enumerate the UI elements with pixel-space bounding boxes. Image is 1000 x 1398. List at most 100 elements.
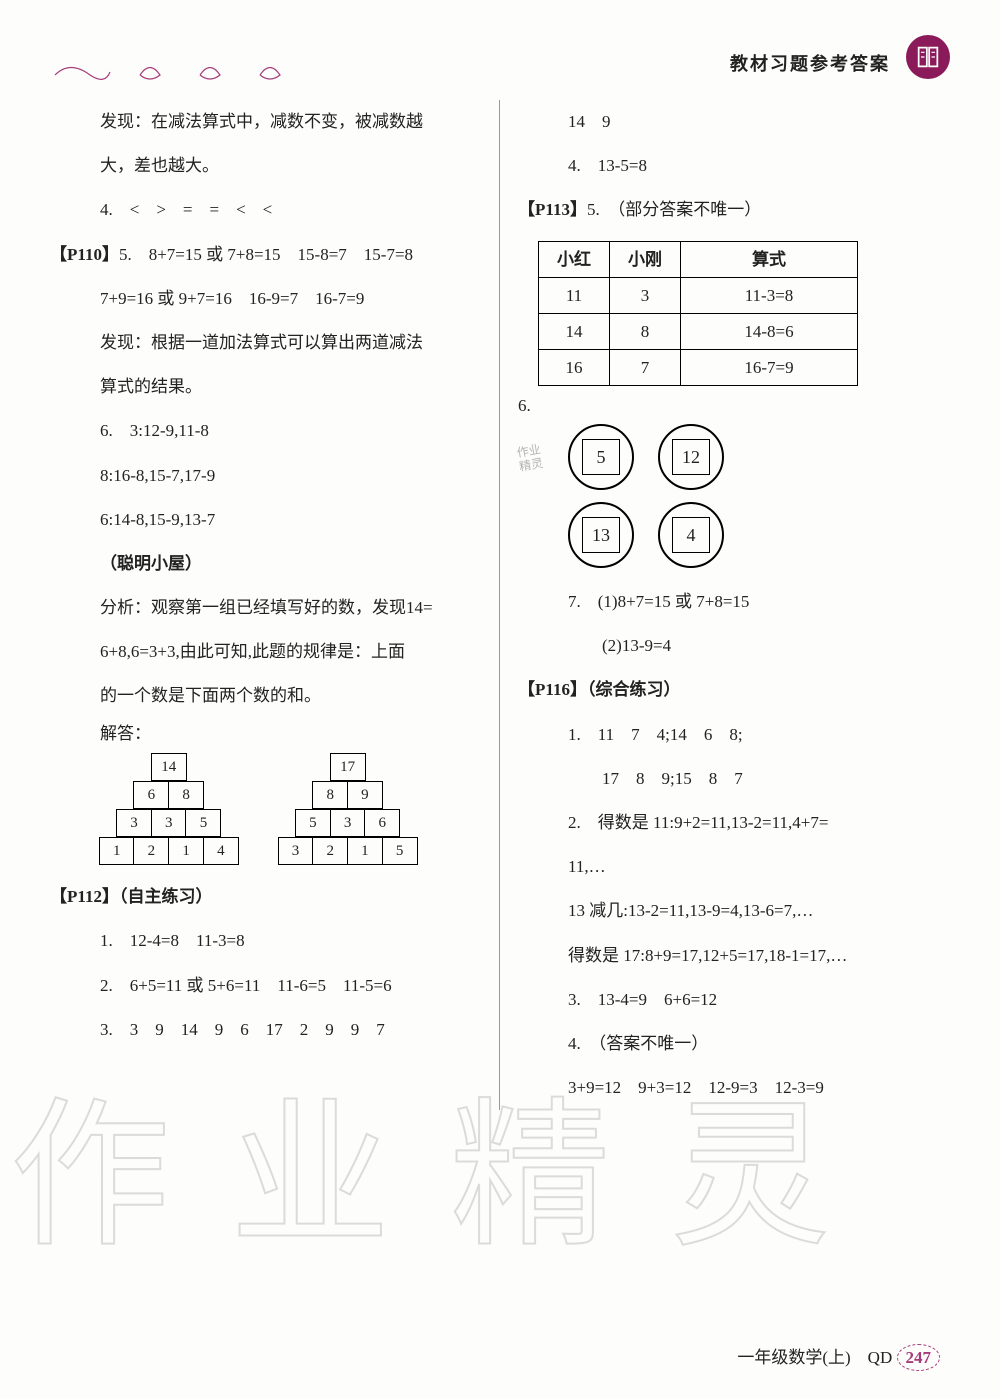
table-cell: 14 bbox=[539, 313, 610, 349]
page-ref: 【P112】 bbox=[50, 887, 119, 906]
page-number: 247 bbox=[897, 1344, 941, 1371]
circle: 13 bbox=[568, 502, 634, 568]
footer-grade: 一年级数学(上) QD bbox=[737, 1348, 892, 1367]
table-cell: 7 bbox=[610, 350, 681, 386]
answer-label: 解答： bbox=[50, 719, 481, 750]
pyr-cell: 1 bbox=[168, 837, 204, 865]
text-line: 3. 13-4=9 6+6=12 bbox=[518, 978, 950, 1022]
text-line: 6. 3:12-9,11-8 bbox=[50, 409, 481, 453]
text-line: 8:16-8,15-7,17-9 bbox=[50, 454, 481, 498]
circle: 5 bbox=[568, 424, 634, 490]
text-line: (2)13-9=4 bbox=[518, 624, 950, 668]
pyr-cell: 3 bbox=[151, 809, 187, 837]
text-span: 5. （部分答案不唯一） bbox=[587, 200, 761, 219]
text-line: 3. 3 9 14 9 6 17 2 9 9 7 bbox=[50, 1008, 481, 1052]
text-line: 1. 11 7 4;14 6 8; bbox=[518, 713, 950, 757]
pyr-cell: 3 bbox=[278, 837, 314, 865]
book-icon bbox=[914, 43, 942, 71]
text-line: 7+9=16 或 9+7=16 16-9=7 16-7=9 bbox=[50, 277, 481, 321]
pyr-cell: 9 bbox=[347, 781, 383, 809]
page-ref: 【P110】 bbox=[50, 245, 119, 264]
left-column: 发现：在减法算式中，减数不变，被减数越 大，差也越大。 4. < > = = <… bbox=[50, 100, 500, 1110]
answer-table: 小红 小刚 算式 11 3 11-3=8 14 8 14-8=6 16 7 bbox=[538, 241, 858, 387]
text-line: 大，差也越大。 bbox=[50, 144, 481, 188]
small-watermark: 作业精灵 bbox=[516, 442, 545, 475]
page-ref: 【P116】 bbox=[518, 680, 587, 699]
pyr-cell: 5 bbox=[295, 809, 331, 837]
pyramid-1: 14 68 335 1214 bbox=[100, 753, 239, 865]
table-row: 14 8 14-8=6 bbox=[539, 313, 858, 349]
section-heading: （聪明小屋） bbox=[50, 542, 481, 586]
circle-diagram: 作业精灵 5 12 13 4 bbox=[538, 424, 778, 574]
pyr-cell: 5 bbox=[382, 837, 418, 865]
text-line: 算式的结果。 bbox=[50, 365, 481, 409]
text-line: 的一个数是下面两个数的和。 bbox=[50, 674, 481, 718]
text-line: 2. 得数是 11:9+2=11,13-2=11,4+7= bbox=[518, 801, 950, 845]
text-line: 发现：在减法算式中，减数不变，被减数越 bbox=[50, 100, 481, 144]
pyr-cell: 4 bbox=[203, 837, 239, 865]
text-line: 【P112】（自主练习） bbox=[50, 875, 481, 919]
text-line: 4. 13-5=8 bbox=[518, 144, 950, 188]
section-heading: （自主练习） bbox=[119, 887, 213, 906]
question-number: 6. bbox=[518, 394, 950, 418]
pyr-cell: 3 bbox=[116, 809, 152, 837]
text-line: 4. （答案不唯一） bbox=[518, 1022, 950, 1066]
table-cell: 11-3=8 bbox=[681, 277, 858, 313]
text-line: 【P110】5. 8+7=15 或 7+8=15 15-8=7 15-7=8 bbox=[50, 233, 481, 277]
circle: 12 bbox=[658, 424, 724, 490]
text-line: 11,… bbox=[518, 845, 950, 889]
text-line: 17 8 9;15 8 7 bbox=[518, 757, 950, 801]
table-row: 16 7 16-7=9 bbox=[539, 350, 858, 386]
table-header: 算式 bbox=[681, 241, 858, 277]
table-cell: 8 bbox=[610, 313, 681, 349]
table-row: 小红 小刚 算式 bbox=[539, 241, 858, 277]
text-line: 【P113】5. （部分答案不唯一） bbox=[518, 188, 950, 232]
table-row: 11 3 11-3=8 bbox=[539, 277, 858, 313]
text-span: 5. 8+7=15 或 7+8=15 15-8=7 15-7=8 bbox=[119, 245, 413, 264]
table-cell: 16 bbox=[539, 350, 610, 386]
table-cell: 11 bbox=[539, 277, 610, 313]
square-value: 12 bbox=[672, 439, 710, 475]
pyr-cell: 14 bbox=[151, 753, 187, 781]
table-header: 小刚 bbox=[610, 241, 681, 277]
header-badge bbox=[906, 35, 950, 79]
text-line: 6+8,6=3+3,由此可知,此题的规律是：上面 bbox=[50, 630, 481, 674]
page: 教材习题参考答案 发现：在减法算式中，减数不变，被减数越 大，差也越大。 4. … bbox=[0, 0, 1000, 1398]
content-columns: 发现：在减法算式中，减数不变，被减数越 大，差也越大。 4. < > = = <… bbox=[50, 100, 950, 1110]
text-line: 7. (1)8+7=15 或 7+8=15 bbox=[518, 580, 950, 624]
pyr-cell: 2 bbox=[133, 837, 169, 865]
pyr-cell: 6 bbox=[364, 809, 400, 837]
table-cell: 16-7=9 bbox=[681, 350, 858, 386]
page-ref: 【P113】 bbox=[518, 200, 587, 219]
right-column: 14 9 4. 13-5=8 【P113】5. （部分答案不唯一） 小红 小刚 … bbox=[500, 100, 950, 1110]
pyramid-diagrams: 14 68 335 1214 17 89 536 3215 bbox=[100, 753, 481, 865]
text-line: 4. < > = = < < bbox=[50, 188, 481, 232]
pyramid-2: 17 89 536 3215 bbox=[279, 753, 418, 865]
table-cell: 14-8=6 bbox=[681, 313, 858, 349]
page-header: 教材习题参考答案 bbox=[50, 40, 950, 90]
pyr-cell: 1 bbox=[99, 837, 135, 865]
table-header: 小红 bbox=[539, 241, 610, 277]
pyr-cell: 8 bbox=[312, 781, 348, 809]
text-line: 分析：观察第一组已经填写好的数，发现14= bbox=[50, 586, 481, 630]
square-value: 5 bbox=[582, 439, 620, 475]
pyr-cell: 2 bbox=[312, 837, 348, 865]
section-heading: （综合练习） bbox=[587, 680, 681, 699]
text-line: 3+9=12 9+3=12 12-9=3 12-3=9 bbox=[518, 1066, 950, 1110]
pyr-cell: 8 bbox=[168, 781, 204, 809]
text-line: 【P116】（综合练习） bbox=[518, 668, 950, 712]
text-line: 13 减几:13-2=11,13-9=4,13-6=7,… bbox=[518, 889, 950, 933]
decorative-swirl bbox=[50, 60, 350, 80]
square-value: 4 bbox=[672, 517, 710, 553]
text-line: 得数是 17:8+9=17,12+5=17,18-1=17,… bbox=[518, 934, 950, 978]
header-title: 教材习题参考答案 bbox=[730, 50, 890, 76]
pyr-cell: 1 bbox=[347, 837, 383, 865]
text-line: 6:14-8,15-9,13-7 bbox=[50, 498, 481, 542]
circle: 4 bbox=[658, 502, 724, 568]
pyr-cell: 6 bbox=[133, 781, 169, 809]
text-line: 14 9 bbox=[518, 100, 950, 144]
pyr-cell: 17 bbox=[330, 753, 366, 781]
text-line: 2. 6+5=11 或 5+6=11 11-6=5 11-5=6 bbox=[50, 964, 481, 1008]
pyr-cell: 3 bbox=[330, 809, 366, 837]
text-line: 1. 12-4=8 11-3=8 bbox=[50, 919, 481, 963]
